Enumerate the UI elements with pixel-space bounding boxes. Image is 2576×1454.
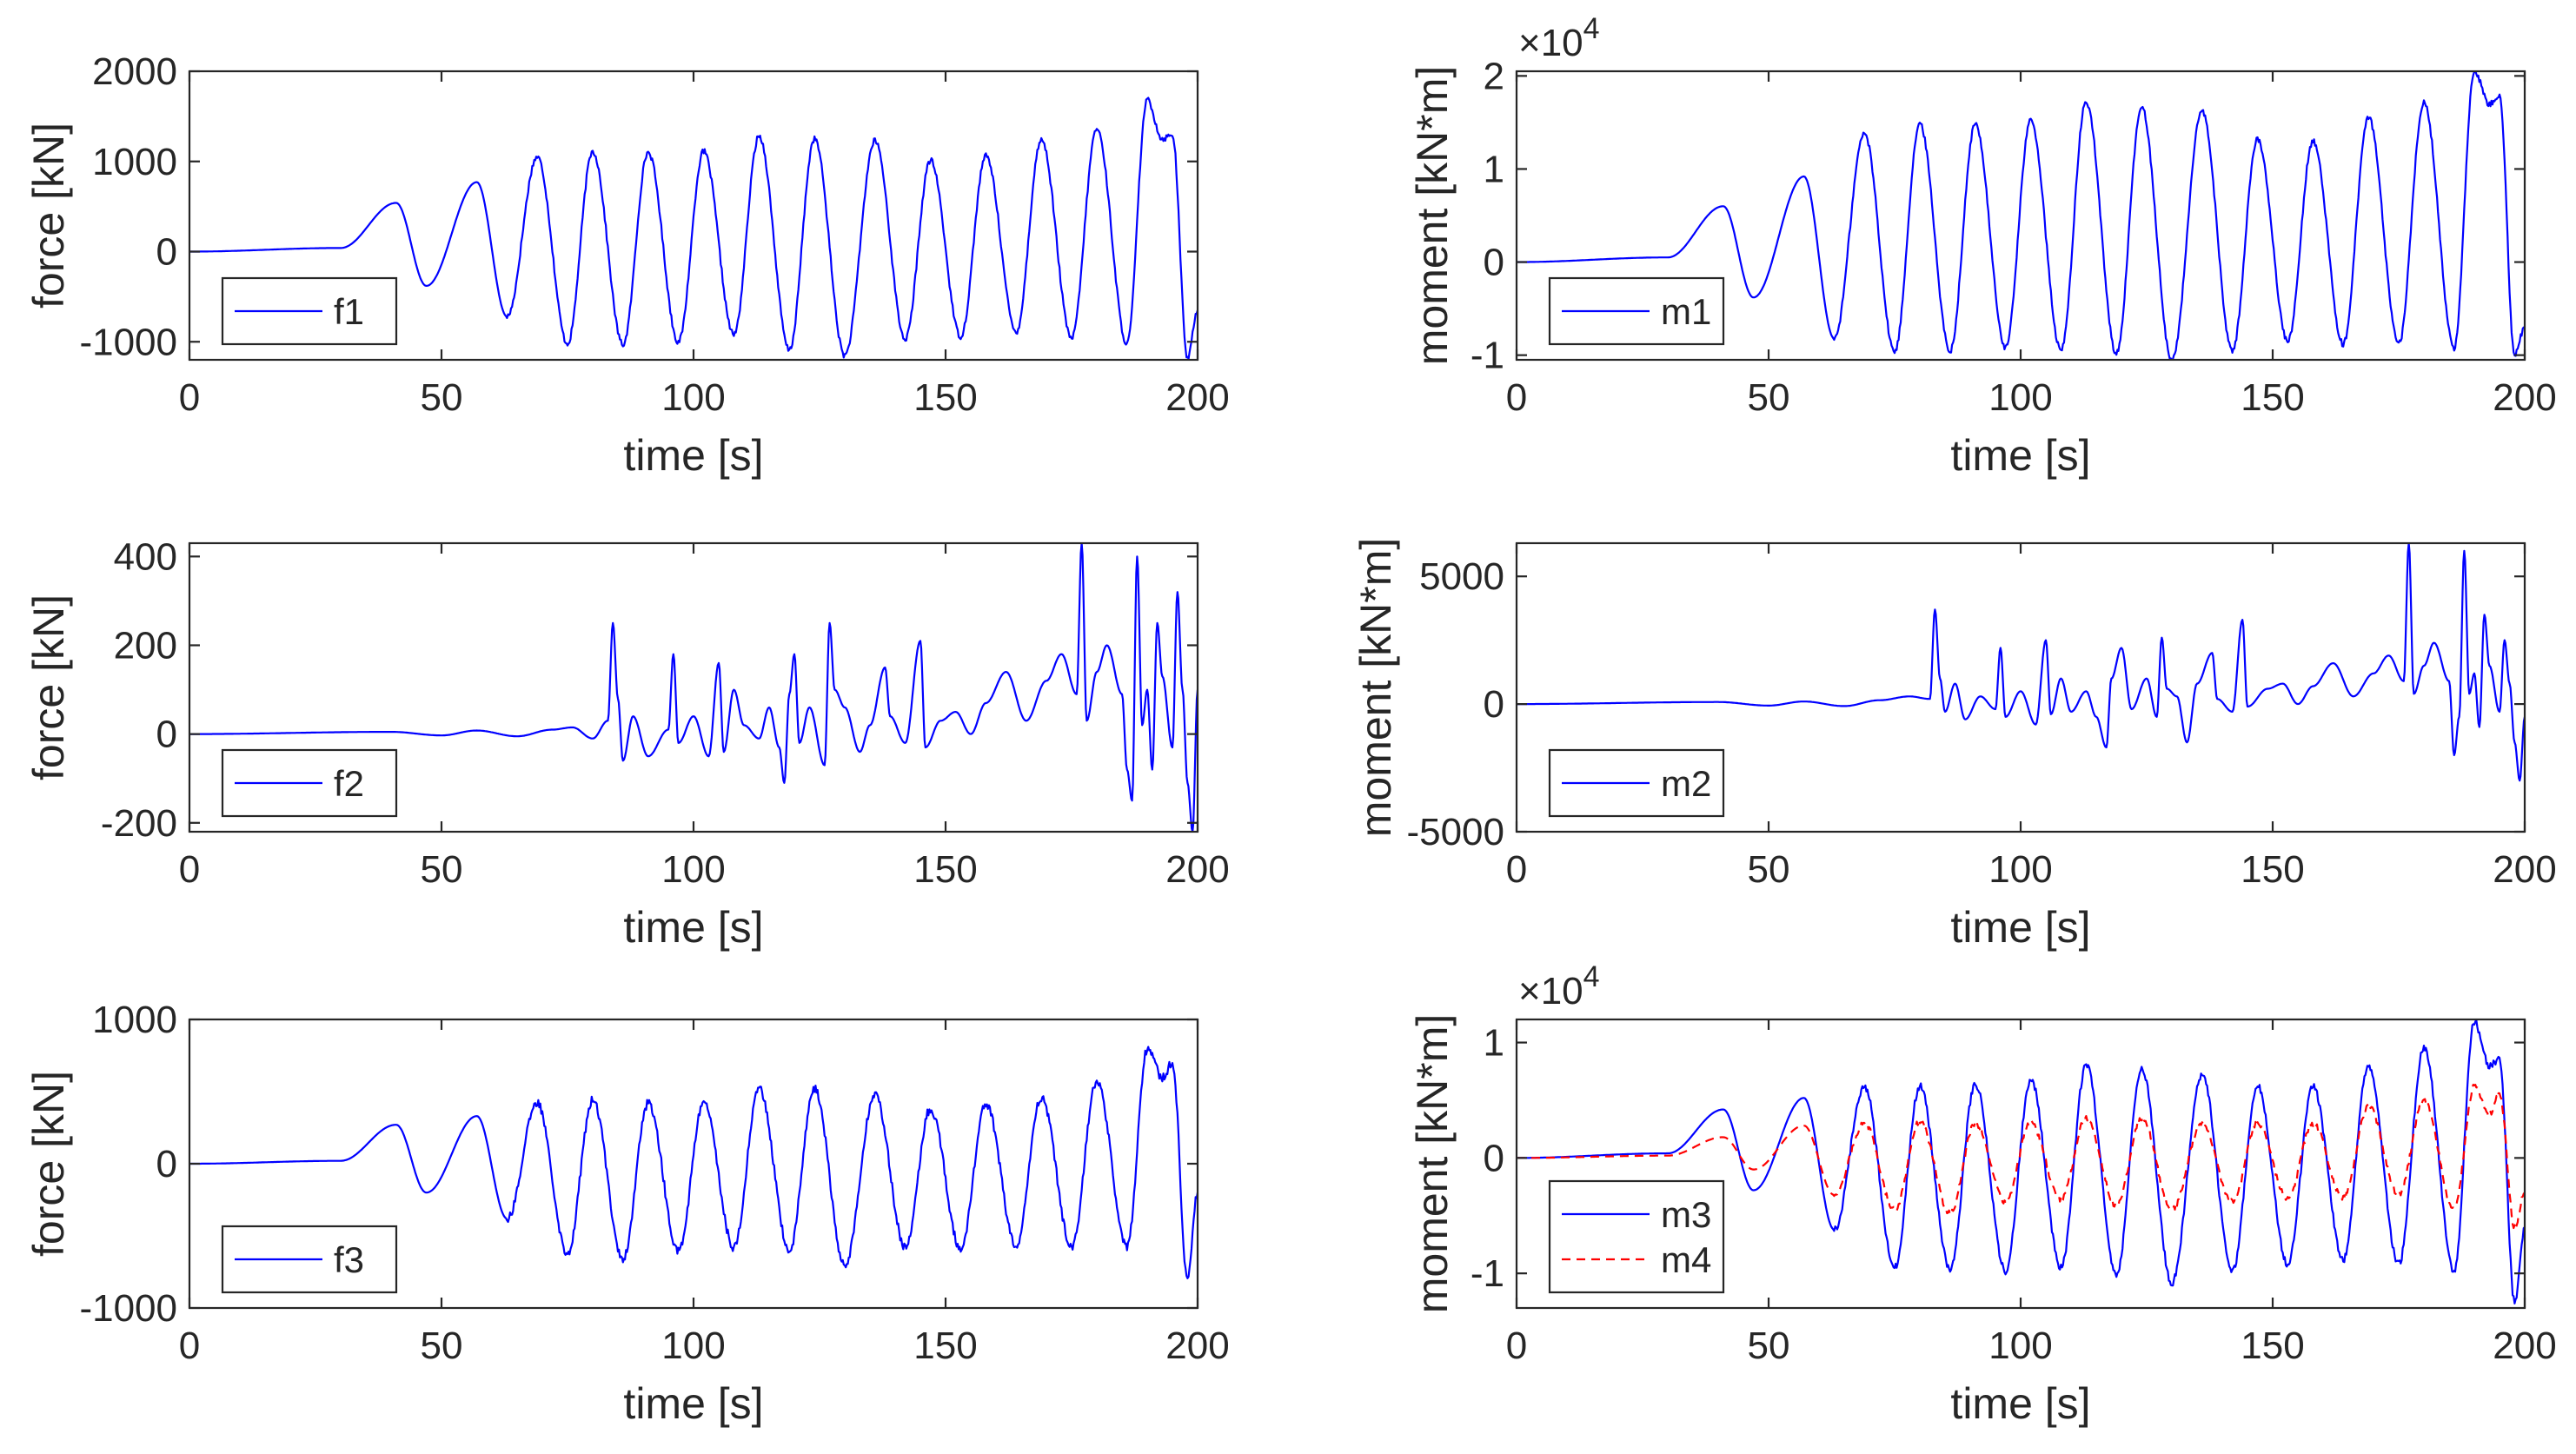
- x-tick-label: 150: [2241, 376, 2304, 419]
- y-exponent-label: ×104: [1518, 12, 1600, 64]
- x-tick-label: 200: [1165, 376, 1229, 419]
- x-tick-label: 50: [1748, 1325, 1790, 1367]
- y-tick-label: -1000: [79, 1287, 177, 1330]
- y-axis-label: force [kN]: [24, 123, 73, 309]
- y-axis-label: force [kN]: [24, 594, 73, 780]
- y-tick-label: 0: [1484, 242, 1504, 284]
- x-axis-label: time [s]: [623, 1379, 763, 1428]
- x-tick-label: 150: [913, 376, 977, 419]
- legend: f3: [221, 1225, 398, 1294]
- x-tick-label: 0: [1506, 848, 1527, 891]
- series-line-m2: [1517, 543, 2525, 782]
- y-axis-label: force [kN]: [24, 1071, 73, 1257]
- y-tick-label: 1: [1484, 1022, 1504, 1065]
- series-group: [189, 1046, 1198, 1279]
- x-tick-label: 150: [2241, 1325, 2304, 1367]
- series-group: [1517, 71, 2525, 360]
- y-tick-label: 0: [1484, 683, 1504, 726]
- x-tick-label: 100: [1988, 848, 2052, 891]
- legend-label-f1: f1: [334, 291, 364, 332]
- y-tick-label: -5000: [1406, 811, 1504, 853]
- x-tick-label: 0: [179, 848, 200, 891]
- y-tick-label: 0: [1484, 1137, 1504, 1179]
- y-tick-label: -200: [101, 802, 177, 845]
- legend: m2: [1548, 748, 1725, 818]
- x-tick-label: 100: [661, 1325, 725, 1367]
- series-line-f3: [189, 1046, 1198, 1279]
- x-tick-label: 50: [421, 376, 463, 419]
- legend-label-f3: f3: [334, 1239, 364, 1280]
- legend: f1: [221, 276, 398, 346]
- y-tick-label: 400: [114, 535, 177, 578]
- x-tick-label: 100: [1988, 1325, 2052, 1367]
- x-tick-label: 50: [1748, 376, 1790, 419]
- x-tick-label: 200: [2493, 376, 2556, 419]
- x-tick-label: 0: [1506, 376, 1527, 419]
- x-axis-label: time [s]: [623, 903, 763, 952]
- series-group: [189, 543, 1198, 832]
- series-line-m1: [1517, 71, 2525, 360]
- legend-label-m2: m2: [1661, 763, 1711, 804]
- y-tick-label: -1: [1471, 1252, 1504, 1295]
- x-tick-label: 200: [2493, 1325, 2556, 1367]
- series-group: [1517, 1019, 2525, 1305]
- x-tick-label: 200: [2493, 848, 2556, 891]
- series-group: [1517, 543, 2525, 782]
- x-axis-label: time [s]: [1950, 903, 2090, 952]
- x-tick-label: 0: [179, 376, 200, 419]
- y-tick-label: 1000: [92, 999, 177, 1041]
- y-axis-label: moment [kN*m]: [1408, 66, 1457, 366]
- y-exponent-label: ×104: [1518, 960, 1600, 1012]
- x-tick-label: 200: [1165, 1325, 1229, 1367]
- y-tick-label: 0: [156, 714, 177, 756]
- x-tick-label: 150: [913, 848, 977, 891]
- y-tick-label: -1: [1471, 335, 1504, 377]
- y-tick-label: 2: [1484, 55, 1504, 97]
- x-tick-label: 0: [179, 1325, 200, 1367]
- x-tick-label: 100: [661, 848, 725, 891]
- x-axis-label: time [s]: [1950, 1379, 2090, 1428]
- legend-label-m1: m1: [1661, 291, 1711, 332]
- y-axis-label: moment [kN*m]: [1351, 538, 1400, 838]
- y-tick-label: 0: [156, 231, 177, 274]
- y-tick-label: 1000: [92, 141, 177, 183]
- x-tick-label: 100: [661, 376, 725, 419]
- x-tick-label: 150: [913, 1325, 977, 1367]
- y-tick-label: 1: [1484, 148, 1504, 190]
- legend-label-m3: m3: [1661, 1194, 1711, 1235]
- x-tick-label: 100: [1988, 376, 2052, 419]
- x-tick-label: 200: [1165, 848, 1229, 891]
- x-tick-label: 150: [2241, 848, 2304, 891]
- x-tick-label: 50: [421, 1325, 463, 1367]
- series-line-f1: [189, 96, 1198, 360]
- y-tick-label: 0: [156, 1143, 177, 1185]
- x-tick-label: 0: [1506, 1325, 1527, 1367]
- series-group: [189, 96, 1198, 360]
- x-tick-label: 50: [1748, 848, 1790, 891]
- legend-box: [1548, 1179, 1725, 1294]
- series-line-m4: [1517, 1083, 2525, 1231]
- legend-label-f2: f2: [334, 763, 364, 804]
- y-tick-label: 200: [114, 624, 177, 667]
- x-tick-label: 50: [421, 848, 463, 891]
- legend: m1: [1548, 276, 1725, 346]
- y-tick-label: -1000: [79, 321, 177, 363]
- series-line-f2: [189, 543, 1198, 832]
- legend-label-m4: m4: [1661, 1239, 1711, 1280]
- y-tick-label: 2000: [92, 50, 177, 93]
- y-tick-label: 5000: [1419, 555, 1504, 598]
- x-axis-label: time [s]: [1950, 431, 2090, 480]
- x-axis-label: time [s]: [623, 431, 763, 480]
- legend: f2: [221, 748, 398, 818]
- y-axis-label: moment [kN*m]: [1408, 1014, 1457, 1314]
